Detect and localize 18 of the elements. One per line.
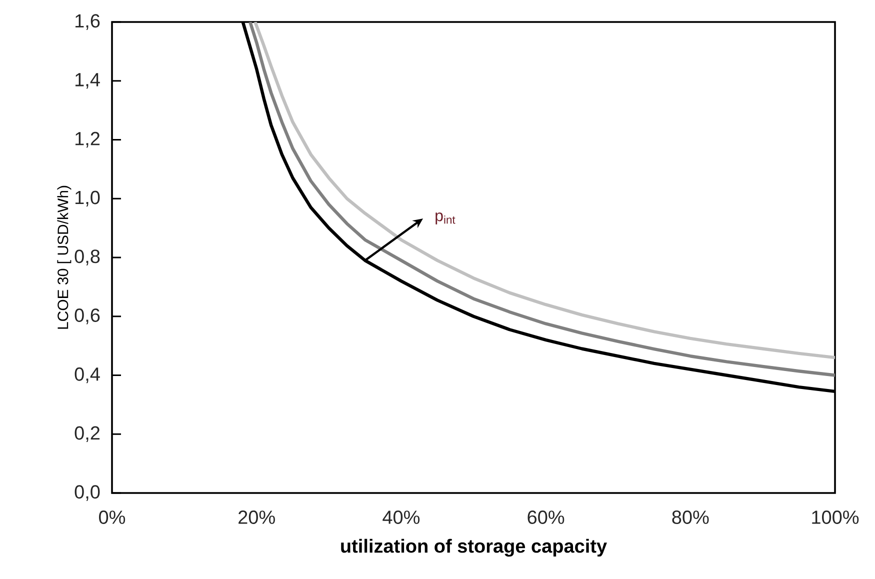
y-tick-label: 1,6 — [76, 14, 100, 30]
y-axis-title: LCOE 30 [ USD/kWh) — [57, 186, 72, 329]
y-tick-label: 0,4 — [74, 367, 100, 384]
x-axis-title: utilization of storage capacity — [341, 538, 607, 557]
y-tick-label: 0,2 — [74, 426, 100, 442]
y-tick-label: 1,4 — [76, 73, 100, 89]
y-tick-label: 1,0 — [76, 190, 100, 206]
y-tick-label: 0,0 — [74, 485, 100, 501]
x-tick-label: 20% — [238, 510, 275, 524]
annotation: p$_{int}$ — [436, 212, 456, 224]
y-tick-label: 1,2 — [76, 132, 100, 148]
x-tick-label: 80% — [672, 510, 709, 524]
x-tick-label: 60% — [528, 510, 564, 524]
x-tick-label: 0% — [99, 510, 126, 524]
y-tick-label: 0,6 — [74, 308, 100, 324]
y-tick-label: 0,8 — [74, 250, 100, 266]
x-tick-label: 100% — [812, 510, 859, 524]
x-tick-label: 40% — [382, 510, 420, 524]
